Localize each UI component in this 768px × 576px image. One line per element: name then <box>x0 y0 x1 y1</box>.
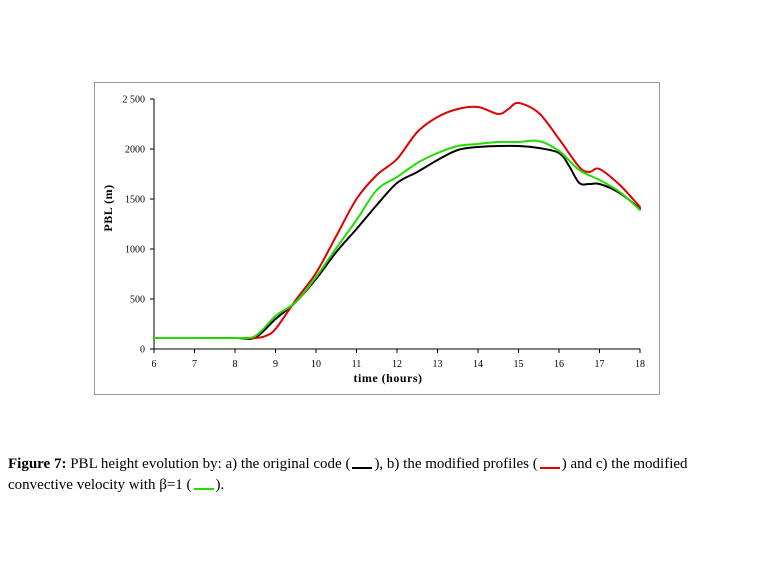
y-axis-title: PBL (m) <box>101 184 115 231</box>
x-tick-label: 11 <box>352 359 362 370</box>
pbl-line-chart: 0 500 1000 1500 2000 2 500 6 7 8 9 10 11 12 13 14 15 16 1… <box>101 95 645 386</box>
legend-swatch-convective-velocity <box>193 481 214 490</box>
series-line-convective-velocity <box>153 139 641 340</box>
x-tick-label: 7 <box>192 359 197 370</box>
y-tick-label: 0 <box>140 345 145 356</box>
x-tick-label: 15 <box>514 359 524 370</box>
x-tick-label: 12 <box>392 359 402 370</box>
x-tick-label: 14 <box>473 359 483 370</box>
x-tick-label: 18 <box>635 359 645 370</box>
x-tick-label: 10 <box>311 359 321 370</box>
legend-swatch-original <box>352 460 373 469</box>
caption-label: Figure 7: <box>8 456 67 472</box>
legend-swatch-modified-profiles <box>539 460 560 469</box>
chart-frame: 0 500 1000 1500 2000 2 500 6 7 8 9 10 11 12 13 14 15 16 1… <box>94 82 660 395</box>
x-tick-label: 16 <box>554 359 564 370</box>
series-line-modified-profiles <box>153 101 641 340</box>
caption-text-2: ), b) the modified profiles ( <box>374 456 538 472</box>
y-tick-label: 500 <box>130 295 145 306</box>
caption-text-4: ). <box>215 477 225 493</box>
caption-text-1: PBL height evolution by: a) the original… <box>66 456 351 472</box>
x-tick-label: 6 <box>152 359 157 370</box>
x-tick-label: 17 <box>595 359 605 370</box>
x-axis-title: time (hours) <box>354 371 423 385</box>
figure-caption: Figure 7: PBL height evolution by: a) th… <box>8 454 748 496</box>
x-tick-label: 8 <box>233 359 238 370</box>
x-tick-label: 9 <box>273 359 278 370</box>
series-line-original <box>153 144 641 341</box>
y-tick-label: 2000 <box>125 145 145 156</box>
x-tick-label: 13 <box>433 359 443 370</box>
y-tick-label: 1500 <box>125 195 145 206</box>
y-tick-label: 2 500 <box>123 95 146 106</box>
caption-text-3: ) and c) the modified convective velocit… <box>8 456 688 493</box>
y-tick-label: 1000 <box>125 245 145 256</box>
